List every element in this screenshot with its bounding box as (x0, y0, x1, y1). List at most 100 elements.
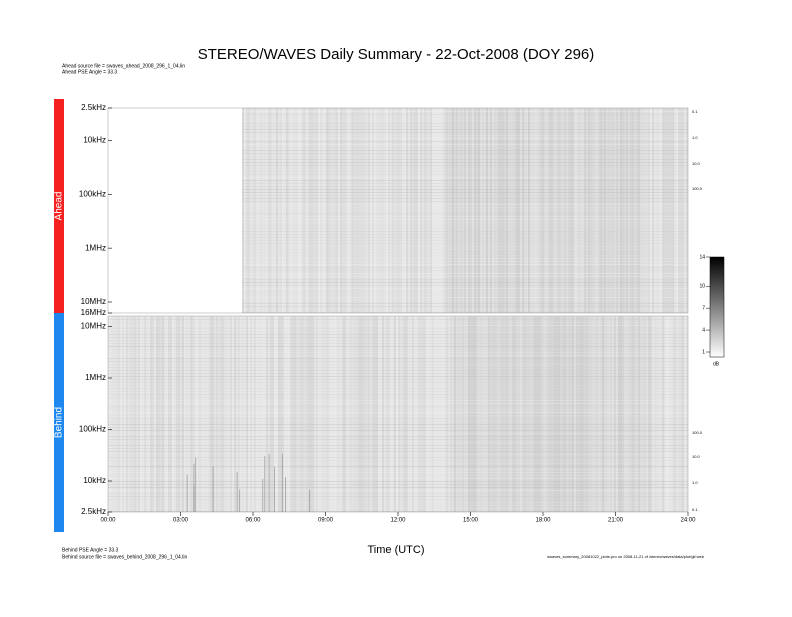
spectrogram-texture (562, 316, 564, 512)
spectrogram-texture (644, 108, 646, 313)
spectrogram-texture (242, 141, 688, 142)
spectrogram-texture (546, 316, 548, 512)
spectrogram-texture (160, 316, 162, 512)
spectrogram-texture (650, 316, 652, 512)
spectrogram-texture (228, 316, 230, 512)
spectrogram-texture (420, 108, 422, 313)
spectrogram-texture (200, 316, 202, 512)
spectrogram-texture (222, 316, 224, 512)
colorbar-unit: dB (713, 361, 720, 367)
spectrogram-texture (194, 316, 196, 512)
spectrogram-texture (108, 361, 688, 362)
spectrogram-texture (432, 108, 434, 313)
spectrogram-texture (164, 316, 166, 512)
y-tick-label: 16MHz (81, 308, 106, 317)
spectrogram-texture (604, 108, 606, 313)
spectrogram-texture (224, 316, 226, 512)
y-tick-label: 100kHz (79, 189, 106, 198)
spectrogram-texture (466, 108, 468, 313)
panel-frame (107, 107, 689, 314)
spectrogram-texture (108, 487, 688, 488)
spectrogram-texture (528, 316, 530, 512)
spectrogram-texture (660, 108, 662, 313)
spectrogram-texture (242, 135, 688, 136)
spectrogram-texture (502, 316, 504, 512)
spectrogram-texture (618, 108, 620, 313)
spectrogram-texture (280, 316, 282, 512)
right-label: 0.1 (692, 109, 698, 114)
spectrogram-texture (130, 316, 132, 512)
spectrogram-texture (242, 114, 688, 115)
spectrogram-texture (404, 316, 406, 512)
spectrogram-texture (108, 334, 688, 335)
spectrogram-texture (580, 316, 582, 512)
spectrogram-texture (354, 316, 356, 512)
spectrogram-texture (242, 204, 688, 205)
spectrogram-texture (686, 108, 688, 313)
spectrogram-texture (294, 316, 296, 512)
spectrogram-texture (290, 108, 292, 313)
spectrogram-texture (108, 421, 688, 422)
spectrogram-texture (644, 316, 646, 512)
spectrogram-texture (204, 316, 206, 512)
spectrogram-texture (136, 316, 138, 512)
spectrogram-texture (596, 108, 598, 313)
spectrogram-texture (412, 108, 414, 313)
spectrogram-texture (592, 108, 594, 313)
spectrogram-texture (242, 180, 688, 181)
spectrogram-texture (242, 249, 688, 250)
spectrogram-texture (548, 108, 550, 313)
spectrogram-texture (318, 108, 320, 313)
spectrogram-texture (180, 316, 182, 512)
spectrogram-texture (108, 388, 688, 389)
spectrogram-texture (642, 108, 644, 313)
spectrogram-texture (286, 108, 288, 313)
spectrogram-texture (466, 316, 468, 512)
spectrogram-texture (646, 316, 648, 512)
spectrogram-texture (264, 316, 266, 512)
spectrogram-texture (332, 316, 334, 512)
spectrogram-texture (672, 316, 674, 512)
spectrogram-texture (648, 316, 650, 512)
colorbar (709, 256, 725, 358)
spectrogram-texture (390, 316, 392, 512)
spectrogram-texture (108, 454, 688, 455)
spectrogram-texture (242, 255, 688, 256)
spectrogram-texture (242, 183, 688, 184)
spectrogram-texture (286, 316, 288, 512)
spectrogram-texture (572, 316, 574, 512)
spectrogram-texture (418, 108, 420, 313)
spectrogram-texture (684, 108, 686, 313)
spectrogram-texture (378, 316, 380, 512)
spectrogram-texture (584, 316, 586, 512)
spectrogram-texture (430, 316, 432, 512)
spectrogram-texture (420, 316, 422, 512)
spectrogram-texture (548, 316, 550, 512)
spectrogram-texture (298, 316, 300, 512)
spectrogram-texture (552, 108, 554, 313)
spectrogram-texture (242, 312, 688, 313)
spectrogram-texture (450, 108, 452, 313)
spectrogram-texture (612, 316, 614, 512)
spectrogram-texture (414, 316, 416, 512)
spectrogram-texture (384, 108, 386, 313)
spectrogram-texture (550, 108, 552, 313)
spectrogram-texture (242, 150, 688, 151)
spectrogram-texture (268, 108, 270, 313)
y-tick-label: 10kHz (83, 476, 106, 485)
spectrogram-texture (650, 108, 652, 313)
spectrogram-texture (522, 108, 524, 313)
spectrogram-texture (360, 316, 362, 512)
spectrogram-texture (248, 316, 250, 512)
spectrogram-texture (242, 120, 688, 121)
spectrogram-texture (482, 108, 484, 313)
spectrogram-texture (314, 316, 316, 512)
spectrogram-texture (108, 316, 110, 512)
spectrogram-texture (652, 108, 654, 313)
spectrogram-texture (686, 316, 688, 512)
spectrogram-texture (242, 237, 688, 238)
spectrogram-texture (242, 300, 688, 301)
spectrogram-texture (242, 111, 688, 112)
spectrogram-texture (444, 316, 446, 512)
header-note: Ahead source file = swaves_ahead_2008_29… (62, 63, 185, 69)
